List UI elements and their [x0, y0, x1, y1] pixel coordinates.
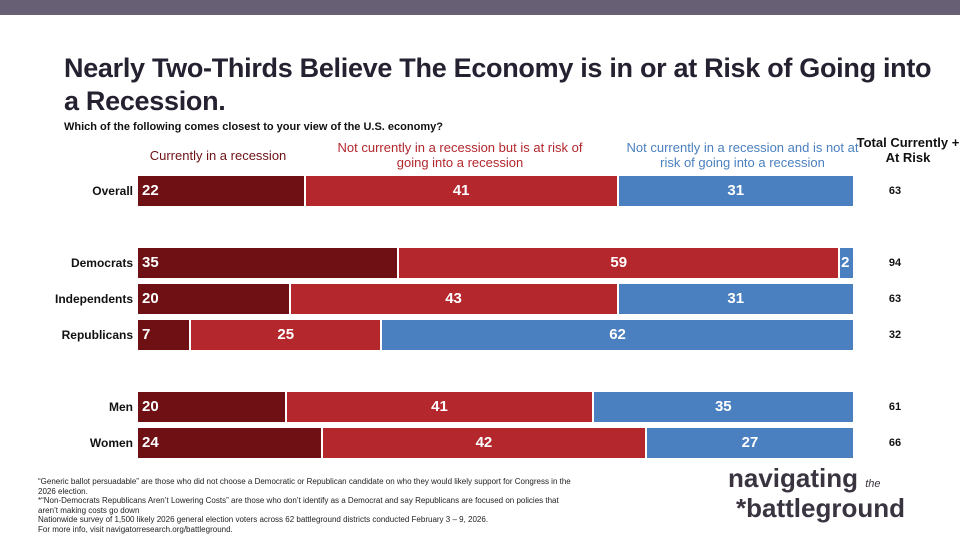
total-value: 32: [888, 329, 902, 341]
total-value: 63: [888, 185, 902, 197]
segment-not-at-risk: 31: [618, 284, 855, 314]
total-value: 61: [888, 401, 902, 413]
segment-at-risk: 41: [305, 176, 619, 206]
page-title: Nearly Two-Thirds Believe The Economy is…: [64, 53, 932, 116]
question-text: Which of the following comes closest to …: [64, 121, 443, 133]
logo-the: the: [865, 478, 881, 490]
legend-current: Currently in a recession: [149, 148, 287, 163]
logo-line1: navigating: [728, 463, 859, 493]
total-value: 63: [888, 293, 902, 305]
segment-current: 20: [138, 392, 288, 422]
row-label: Women: [89, 436, 133, 450]
segment-not-at-risk: 35: [593, 392, 855, 422]
row-label: Overall: [92, 184, 133, 198]
footnote: *“Non-Democrats Republicans Aren’t Lower…: [38, 496, 559, 515]
segment-current: 7: [138, 320, 192, 350]
segment-not-at-risk: 27: [646, 428, 855, 458]
segment-current: 24: [138, 428, 324, 458]
segment-not-at-risk: 31: [618, 176, 855, 206]
legend-not-at-risk: Not currently in a recession and is not …: [626, 140, 859, 170]
total-value: 94: [888, 257, 902, 269]
row-label: Republicans: [61, 328, 133, 342]
segment-current: 35: [138, 248, 400, 278]
segment-current: 22: [138, 176, 306, 206]
row-label: Independents: [54, 292, 133, 306]
top-bar: [0, 0, 960, 15]
segment-not-at-risk: 62: [382, 320, 855, 350]
segment-at-risk: 25: [191, 320, 383, 350]
segment-at-risk: 59: [399, 248, 841, 278]
row-label: Democrats: [70, 256, 133, 270]
footnote: Nationwide survey of 1,500 likely 2026 g…: [38, 515, 489, 524]
footnote: For more info, visit navigatorresearch.o…: [38, 524, 233, 534]
segment-at-risk: 41: [287, 392, 594, 422]
total-value: 66: [888, 437, 902, 449]
footnote: “Generic ballot persuadable” are those w…: [38, 477, 571, 496]
total-header: Total Currently + At Risk: [856, 135, 960, 165]
navigating-battleground-logo: navigating the *battleground: [728, 463, 905, 523]
footnotes: “Generic ballot persuadable” are those w…: [38, 477, 578, 534]
segment-at-risk: 43: [290, 284, 619, 314]
legend-at-risk: Not currently in a recession but is at r…: [337, 140, 583, 170]
segment-at-risk: 42: [323, 428, 647, 458]
logo-line2: battleground: [746, 493, 905, 523]
segment-current: 20: [138, 284, 291, 314]
row-label: Men: [109, 400, 133, 414]
segment-not-at-risk: 2: [840, 248, 855, 278]
